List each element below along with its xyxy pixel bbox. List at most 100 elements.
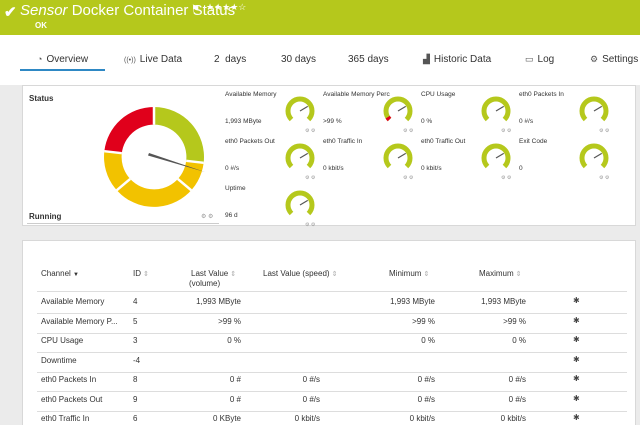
channel-gauge[interactable]: eth0 Packets Out 0 #/s ⚙ ⚙	[225, 138, 323, 184]
gauge-settings-icon[interactable]: ⚙ ⚙	[201, 214, 214, 220]
status-badge: OK	[35, 21, 47, 30]
cell-channel[interactable]: Available Memory	[41, 297, 105, 306]
column-header-last-value-speed[interactable]: Last Value (speed) ⇕	[263, 269, 337, 278]
gauge-settings-icon[interactable]: ⚙ ⚙	[305, 128, 316, 134]
tab-overview[interactable]: ◔ Overview	[37, 54, 88, 65]
gauge-dial	[285, 190, 315, 216]
gauge-needle	[397, 105, 407, 112]
gauge-arc	[285, 143, 315, 169]
column-header-label: Last Value	[191, 269, 229, 278]
gauge-settings-icon[interactable]: ⚙ ⚙	[305, 222, 316, 228]
sort-desc-icon: ▼	[73, 272, 79, 278]
gauge-needle	[495, 105, 505, 112]
cell-last-value-speed: 0 #/s	[302, 375, 320, 384]
cell-id: -4	[133, 355, 141, 365]
cell-maximum: 0 #/s	[508, 375, 526, 384]
cell-channel[interactable]: Downtime	[41, 355, 77, 365]
gauge-settings-icon[interactable]: ⚙ ⚙	[403, 175, 414, 181]
gauge-settings-icon[interactable]: ⚙ ⚙	[403, 128, 414, 134]
gauge-needle	[397, 152, 407, 159]
channel-settings-icon[interactable]: ✱	[573, 413, 580, 422]
table-row[interactable]: Available Memory 4 1,993 MByte 1,993 MByte 1…	[23, 294, 637, 313]
gauge-value: 0 #/s	[519, 118, 534, 125]
column-header-label: Maximum	[479, 269, 514, 278]
gauge-settings-icon[interactable]: ⚙ ⚙	[501, 128, 512, 134]
channel-gauge[interactable]: eth0 Traffic Out 0 kbit/s ⚙ ⚙	[421, 138, 519, 184]
tab-30-days[interactable]: 30 days	[281, 54, 316, 65]
column-header-id[interactable]: ID ⇕	[133, 269, 149, 278]
gauge-name: CPU Usage	[421, 91, 456, 98]
channel-gauge[interactable]: eth0 Traffic In 0 kbit/s ⚙ ⚙	[323, 138, 421, 184]
tab-2-days[interactable]: 2 days	[214, 54, 246, 65]
gauge-settings-icon[interactable]: ⚙ ⚙	[305, 175, 316, 181]
gauge-dial	[285, 143, 315, 169]
cell-channel[interactable]: CPU Usage	[41, 336, 84, 345]
row-divider	[37, 352, 627, 353]
column-header-last-value-volume[interactable]: Last Value ⇕	[191, 269, 236, 278]
table-row[interactable]: eth0 Traffic In 6 0 KByte 0 kbit/s 0 kbit/s 0…	[23, 411, 637, 425]
column-header-channel[interactable]: Channel ▼	[41, 269, 79, 278]
channel-gauge[interactable]: Uptime 96 d ⚙ ⚙	[225, 185, 323, 231]
gauge-arc	[579, 96, 609, 122]
gauge-dial	[383, 96, 413, 122]
row-divider	[37, 332, 627, 334]
channel-gauge[interactable]: CPU Usage 0 % ⚙ ⚙	[421, 91, 519, 137]
channel-settings-icon[interactable]: ✱	[573, 335, 580, 344]
cell-id: 6	[133, 414, 138, 423]
column-header-maximum[interactable]: Maximum ⇕	[479, 269, 522, 278]
table-row[interactable]: eth0 Packets In 8 0 # 0 #/s 0 #/s 0 #/s ✱	[23, 372, 637, 391]
flag-icon[interactable]: ⚑	[191, 4, 200, 15]
tab-365-days[interactable]: 365 days	[348, 54, 389, 65]
cell-channel[interactable]: eth0 Packets In	[41, 375, 97, 384]
cell-channel[interactable]: eth0 Packets Out	[41, 394, 103, 404]
column-header-volume-sub: (volume)	[189, 279, 221, 288]
channel-gauge[interactable]: Available Memory Perc >99 % ⚙ ⚙	[323, 91, 421, 137]
cell-channel[interactable]: eth0 Traffic In	[41, 414, 90, 423]
channel-settings-icon[interactable]: ✱	[573, 315, 580, 325]
channel-settings-icon[interactable]: ✱	[573, 393, 580, 403]
gauge-needle	[495, 152, 505, 159]
channel-settings-icon[interactable]: ✱	[573, 296, 580, 305]
tab-settings[interactable]: ⚙ Settings	[590, 54, 638, 65]
gauge-name: eth0 Traffic In	[323, 138, 363, 145]
tab-label: Live Data	[139, 54, 183, 65]
table-row[interactable]: CPU Usage 3 0 % 0 % 0 % ✱	[23, 333, 637, 352]
cell-channel[interactable]: Available Memory P...	[41, 316, 118, 326]
gauge-name: eth0 Traffic Out	[421, 138, 466, 145]
tab-live-data[interactable]: ((•)) Live Data	[124, 54, 182, 65]
gauge-value: 0	[519, 165, 523, 172]
table-row[interactable]: eth0 Packets Out 9 0 # 0 #/s 0 #/s 0 #/s ✱	[23, 392, 637, 411]
gauge-settings-icon[interactable]: ⚙ ⚙	[599, 175, 610, 181]
sensor-header: ✔ Sensor Docker Container Status ⚑ ★★★★☆…	[0, 0, 640, 35]
tab-log[interactable]: ▭ Log	[525, 54, 554, 65]
row-divider	[37, 391, 627, 392]
log-icon: ▭	[525, 54, 534, 64]
status-gauge-red-segment	[104, 107, 154, 154]
gauge-settings-icon[interactable]: ⚙ ⚙	[599, 128, 610, 134]
status-gauge-needle	[148, 153, 205, 172]
channel-gauge[interactable]: eth0 Packets In 0 #/s ⚙ ⚙	[519, 91, 617, 137]
tab-label: Overview	[46, 54, 89, 65]
channel-gauge[interactable]: Exit Code 0 ⚙ ⚙	[519, 138, 617, 184]
gauge-value: 1,993 MByte	[225, 118, 262, 125]
column-header-minimum[interactable]: Minimum ⇕	[389, 269, 429, 278]
gauge-value: >99 %	[323, 118, 342, 125]
gauge-name: Uptime	[225, 185, 246, 192]
gauge-dial	[481, 143, 511, 169]
gauge-dial	[383, 143, 413, 169]
cell-minimum: 0 #/s	[417, 394, 435, 404]
status-gauge	[104, 107, 205, 207]
gauge-settings-icon[interactable]: ⚙ ⚙	[501, 175, 512, 181]
column-header-label: ID	[133, 269, 141, 278]
priority-stars[interactable]: ★★★★☆	[206, 2, 247, 12]
channel-settings-icon[interactable]: ✱	[573, 354, 580, 364]
channel-settings-icon[interactable]: ✱	[573, 374, 580, 383]
tab-historic-data[interactable]: ▟ Historic Data	[423, 54, 491, 65]
cell-maximum: 1,993 MByte	[481, 297, 526, 306]
gauge-name: eth0 Packets Out	[225, 138, 275, 145]
table-row[interactable]: Downtime -4 ✱	[23, 353, 637, 372]
cell-last-value-volume: 0 %	[227, 336, 241, 345]
channel-gauge[interactable]: Available Memory 1,993 MByte ⚙ ⚙	[225, 91, 323, 137]
sort-icon: ⇕	[515, 271, 522, 278]
table-row[interactable]: Available Memory P... 5 >99 % >99 % >99 % ✱	[23, 314, 637, 333]
